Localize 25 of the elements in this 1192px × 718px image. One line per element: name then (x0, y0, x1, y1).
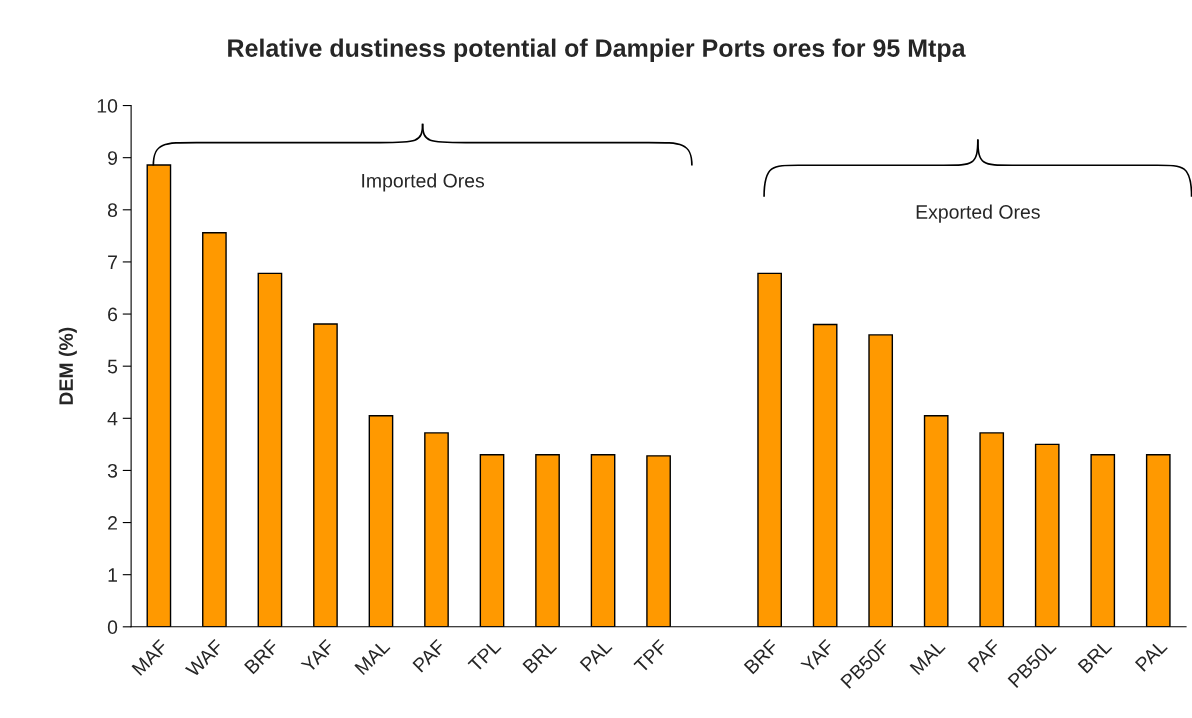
y-tick-label: 10 (97, 99, 118, 113)
x-tick-label: YAF (300, 638, 335, 674)
y-axis-title: DEM (%) (58, 327, 77, 405)
y-tick-label: 8 (107, 203, 118, 218)
y-tick-label: 7 (108, 255, 117, 269)
annotation: Imported Ores (362, 173, 485, 192)
y-tick-label: 3 (107, 463, 118, 478)
y-tick-label: 1 (108, 568, 117, 582)
x-tick-label: YAF (800, 638, 835, 674)
x-tick-label: PAL (1134, 638, 1168, 672)
x-tick-label: TPF (633, 638, 668, 674)
annotation: Exported Ores (916, 204, 1040, 223)
x-tick-label: MAL (909, 638, 946, 676)
y-tick-label: 9 (108, 151, 118, 165)
y-tick-label: 6 (108, 307, 118, 322)
x-tick-label: TPL (467, 638, 502, 673)
x-tick-label: MAL (354, 638, 391, 676)
y-tick-label: 0 (107, 620, 118, 635)
chart-title: Relative dustiness potential of Dampier Ports ores for 95 Mtpa (228, 38, 966, 62)
x-tick-label: BRL (1077, 638, 1113, 674)
y-tick-label: 2 (108, 516, 117, 530)
x-tick-label: BRL (522, 638, 558, 674)
y-tick-label: 4 (107, 411, 118, 426)
y-tick-label: 5 (107, 359, 118, 374)
x-tick-label: PAL (579, 638, 613, 672)
